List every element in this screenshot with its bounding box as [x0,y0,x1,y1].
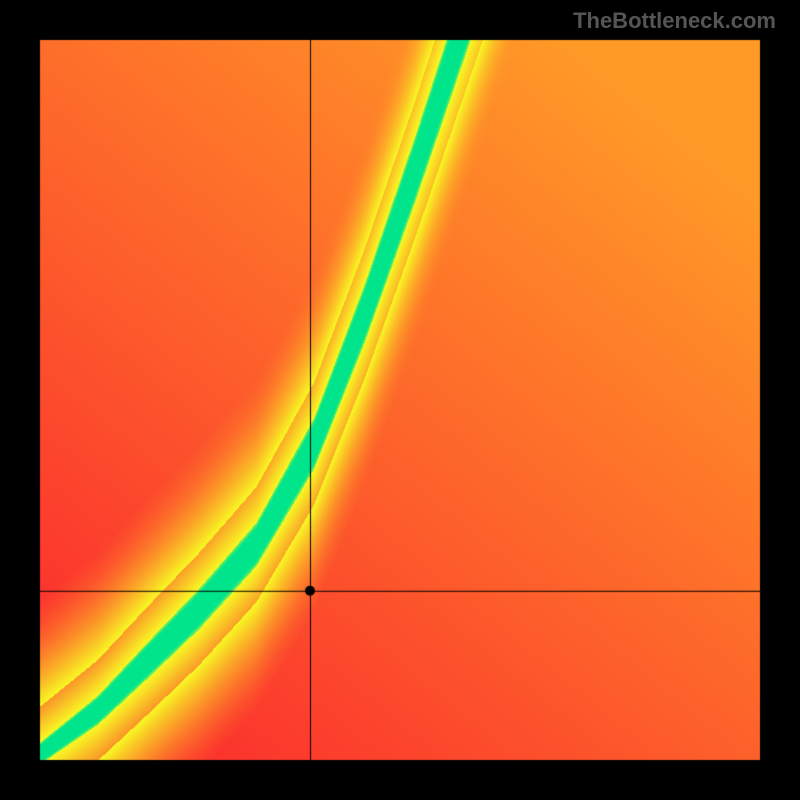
chart-container: TheBottleneck.com [0,0,800,800]
watermark-text: TheBottleneck.com [573,8,776,34]
bottleneck-heatmap-canvas [0,0,800,800]
